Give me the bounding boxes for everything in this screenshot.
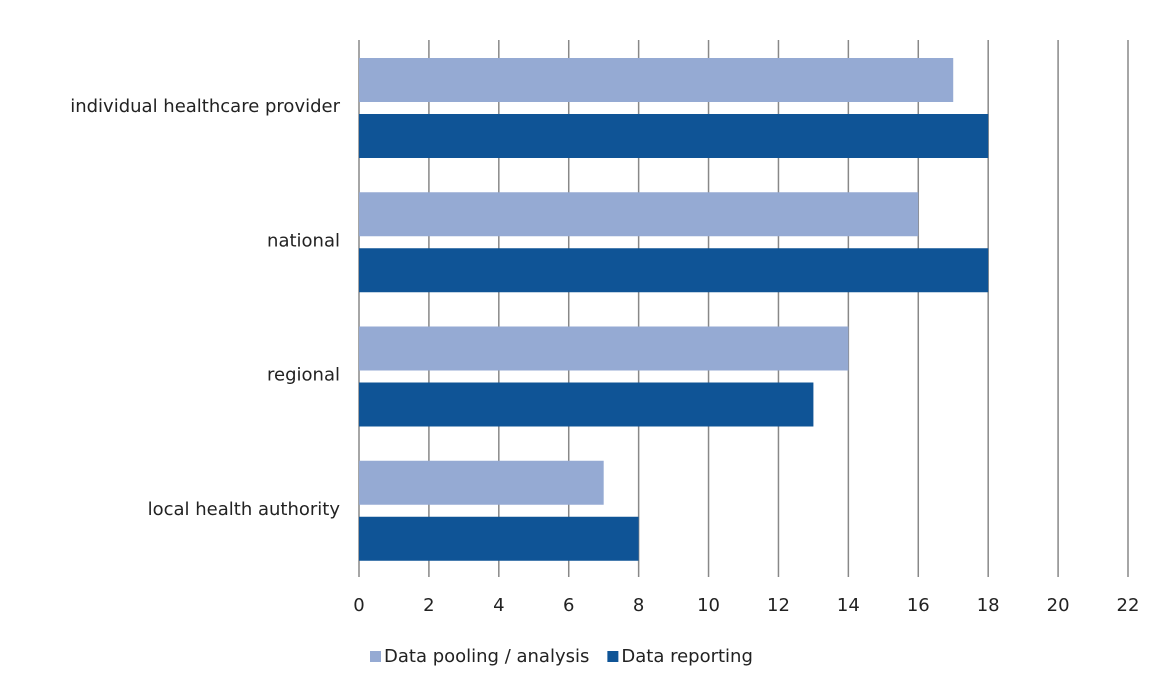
x-tick-label: 14: [837, 595, 860, 616]
y-tick-label: national: [267, 230, 340, 251]
bar: [359, 58, 954, 102]
x-tick-label: 12: [767, 595, 790, 616]
legend-swatch: [607, 651, 619, 662]
bar: [359, 248, 989, 293]
bar: [359, 192, 919, 237]
bar: [359, 382, 814, 427]
y-tick-label: regional: [267, 365, 340, 386]
bar: [359, 516, 639, 561]
x-tick-label: 18: [977, 595, 1000, 616]
x-tick-label: 2: [423, 595, 434, 616]
x-tick-label: 4: [493, 595, 504, 616]
x-tick-label: 6: [563, 595, 574, 616]
legend-label: Data pooling / analysis: [384, 646, 589, 667]
x-tick-label: 0: [353, 595, 364, 616]
bar: [359, 114, 989, 158]
x-tick-label: 10: [697, 595, 720, 616]
bar: [359, 460, 604, 505]
bar: [359, 326, 849, 371]
x-tick-label: 22: [1117, 595, 1140, 616]
x-tick-label: 20: [1047, 595, 1070, 616]
legend-swatch: [370, 651, 381, 662]
y-tick-label: individual healthcare provider: [70, 96, 340, 117]
y-tick-label: local health authority: [148, 499, 341, 520]
x-tick-label: 8: [633, 595, 644, 616]
legend-label: Data reporting: [621, 646, 753, 667]
x-tick-label: 16: [907, 595, 930, 616]
